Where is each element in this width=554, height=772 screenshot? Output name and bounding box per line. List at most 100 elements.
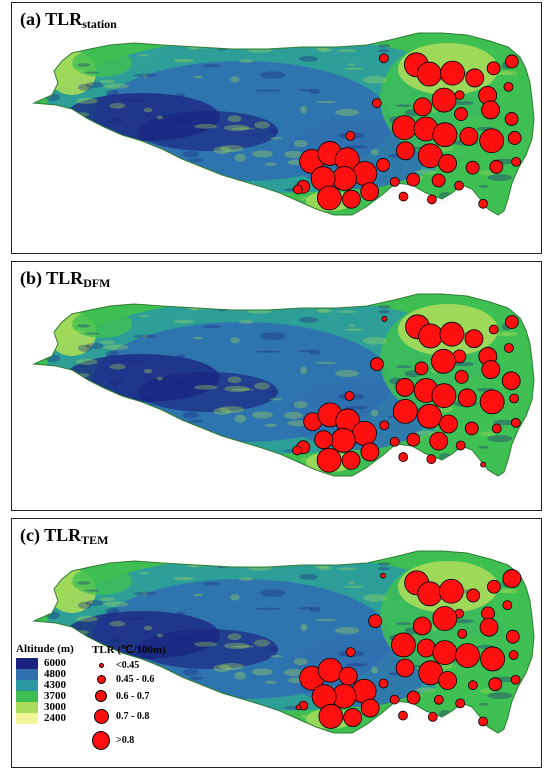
terrain-texture	[171, 635, 192, 641]
terrain-texture	[63, 69, 85, 72]
terrain-texture	[315, 48, 329, 51]
station-marker	[368, 614, 383, 629]
station-marker	[454, 107, 468, 121]
tlr-dot-1	[98, 662, 104, 668]
station-marker	[432, 640, 458, 666]
terrain-texture	[254, 121, 270, 129]
map-c	[32, 550, 535, 734]
terrain-texture	[63, 330, 85, 333]
station-marker	[454, 180, 465, 191]
station-marker	[480, 646, 506, 672]
map-panel-c: (c) TLRTEM Altitude (m) 6000 4800 4300 3…	[11, 518, 542, 768]
terrain-texture	[219, 145, 244, 152]
station-marker	[406, 432, 421, 447]
tlr-class-5: >0.8	[92, 727, 166, 753]
plateau-boundary	[32, 550, 535, 734]
terrain-texture	[252, 150, 273, 158]
terrain-texture	[487, 435, 513, 442]
terrain-texture	[300, 623, 308, 632]
terrain-texture	[231, 645, 255, 648]
terrain-texture	[501, 331, 518, 337]
terrain-texture	[105, 89, 120, 97]
terrain-texture	[231, 127, 255, 130]
terrain-texture	[189, 419, 204, 423]
station-marker	[360, 182, 380, 202]
station-marker	[341, 450, 361, 470]
terrain-texture	[99, 340, 115, 345]
terrain-texture	[50, 426, 61, 432]
station-marker	[345, 130, 356, 141]
terrain-texture	[164, 205, 189, 211]
terrain-texture	[144, 161, 167, 169]
map-panel-b: (b) TLRDFM	[11, 261, 542, 511]
map-b	[32, 293, 535, 477]
terrain-texture	[175, 354, 186, 359]
station-marker	[416, 638, 436, 658]
terrain-texture	[180, 440, 197, 444]
terrain-texture	[77, 349, 85, 354]
terrain-texture	[103, 344, 129, 350]
terrain-texture	[334, 108, 360, 116]
station-marker	[438, 671, 457, 690]
terrain-texture	[164, 433, 189, 440]
plateau-boundary	[32, 293, 535, 477]
terrain-texture	[264, 162, 277, 167]
terrain-texture	[180, 697, 197, 701]
terrain-texture	[75, 97, 98, 104]
station-marker	[413, 97, 433, 117]
terrain-texture	[252, 411, 273, 419]
terrain-texture	[78, 344, 92, 352]
terrain-texture	[78, 83, 92, 91]
station-marker	[486, 61, 501, 76]
terrain-texture	[156, 376, 164, 381]
terrain-texture	[487, 174, 513, 181]
terrain-texture	[377, 562, 391, 566]
terrain-texture	[308, 88, 321, 94]
terrain-texture	[317, 309, 332, 314]
terrain-texture	[96, 148, 106, 152]
terrain-texture	[85, 589, 100, 592]
station-marker	[502, 600, 513, 611]
terrain-texture	[144, 112, 152, 118]
terrain-texture	[501, 70, 518, 76]
terrain-texture	[378, 567, 390, 571]
terrain-texture	[297, 607, 314, 610]
terrain-texture	[362, 75, 388, 84]
terrain-texture	[163, 428, 172, 432]
terrain-texture	[51, 400, 65, 405]
terrain-texture	[163, 186, 181, 191]
terrain-texture	[61, 60, 76, 64]
terrain-texture	[104, 467, 112, 476]
station-marker	[429, 431, 449, 451]
terrain-texture	[99, 597, 115, 602]
terrain-texture	[75, 184, 95, 190]
terrain-texture	[308, 349, 321, 355]
altitude-class-2400: 2400	[16, 713, 74, 724]
terrain-texture	[362, 336, 388, 345]
altitude-legend: Altitude (m) 6000 4800 4300 3700 3000 24…	[16, 643, 74, 724]
station-marker	[414, 361, 429, 376]
terrain-texture	[173, 319, 195, 324]
terrain-zone	[138, 111, 278, 151]
station-marker	[379, 420, 390, 431]
terrain-texture	[61, 399, 86, 408]
terrain-texture	[269, 128, 279, 134]
terrain-texture	[260, 332, 286, 340]
terrain-texture	[254, 382, 270, 390]
station-marker	[431, 87, 457, 113]
station-marker	[418, 323, 443, 349]
station-marker	[502, 569, 522, 588]
tlr-dot-3	[95, 690, 107, 702]
terrain-texture	[190, 308, 199, 311]
terrain-texture	[154, 649, 163, 655]
terrain-texture	[109, 117, 123, 125]
terrain-texture	[269, 646, 279, 652]
terrain-texture	[297, 89, 314, 92]
terrain-texture	[144, 373, 152, 379]
terrain-texture	[297, 350, 314, 353]
station-marker	[338, 666, 358, 686]
altitude-class-4800: 4800	[16, 669, 74, 680]
map-panel-a: (a) TLRstation	[11, 2, 542, 254]
terrain-texture	[182, 150, 199, 158]
terrain-texture	[299, 714, 311, 719]
